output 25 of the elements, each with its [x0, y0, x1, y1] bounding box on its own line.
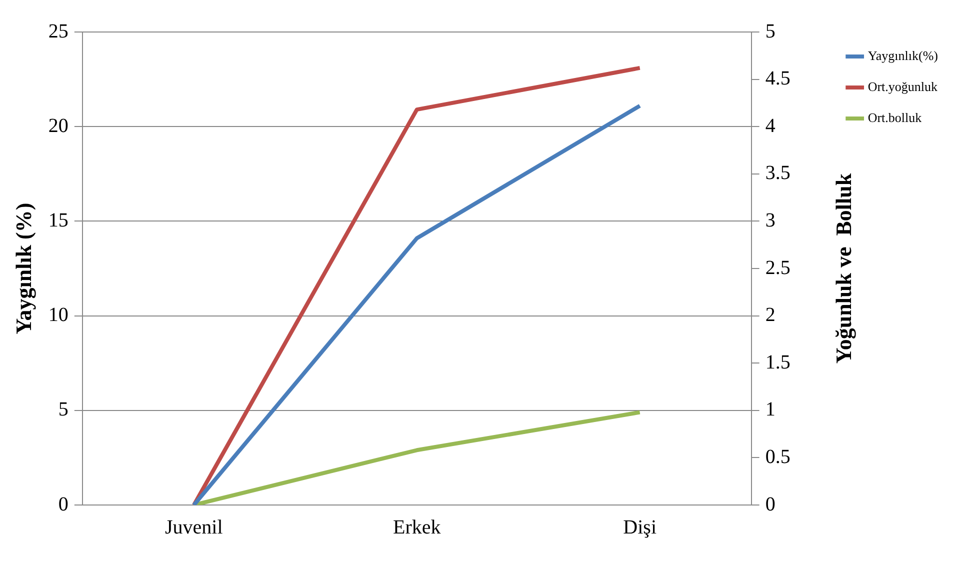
- legend-label: Ort.yoğunluk: [868, 78, 938, 94]
- y2-tick-label: 3: [765, 209, 776, 232]
- y-tick-label: 5: [58, 398, 68, 421]
- y2-tick-label: 5: [765, 20, 776, 42]
- y-tick-label: 15: [48, 209, 68, 232]
- y2-tick-label: 1: [765, 398, 776, 421]
- y2-tick-label: 4: [765, 114, 776, 137]
- y-tick-label: 10: [48, 304, 68, 326]
- y2-tick-label: 1.5: [765, 351, 790, 374]
- y2-tick-label: 4.5: [765, 68, 790, 90]
- y-tick-label: 25: [48, 20, 68, 42]
- x-tick-label: Erkek: [392, 516, 441, 538]
- y-tick-label: 0: [58, 493, 68, 516]
- legend-label: Yaygınlık(%): [868, 48, 938, 63]
- x-tick-label: Juvenil: [164, 516, 224, 538]
- y-tick-label: 20: [48, 114, 68, 137]
- y2-tick-label: 2: [765, 304, 776, 326]
- y2-tick-label: 0.5: [765, 446, 790, 468]
- y2-axis-title: Yoğunluk ve Bolluk: [831, 172, 856, 364]
- legend-label: Ort.bolluk: [868, 110, 922, 125]
- y2-tick-label: 2.5: [765, 256, 790, 279]
- y-axis-title: Yaygınlık (%): [10, 202, 36, 334]
- x-tick-label: Dişi: [623, 516, 657, 538]
- y2-tick-label: 0: [765, 493, 776, 516]
- y2-tick-label: 3.5: [765, 162, 790, 184]
